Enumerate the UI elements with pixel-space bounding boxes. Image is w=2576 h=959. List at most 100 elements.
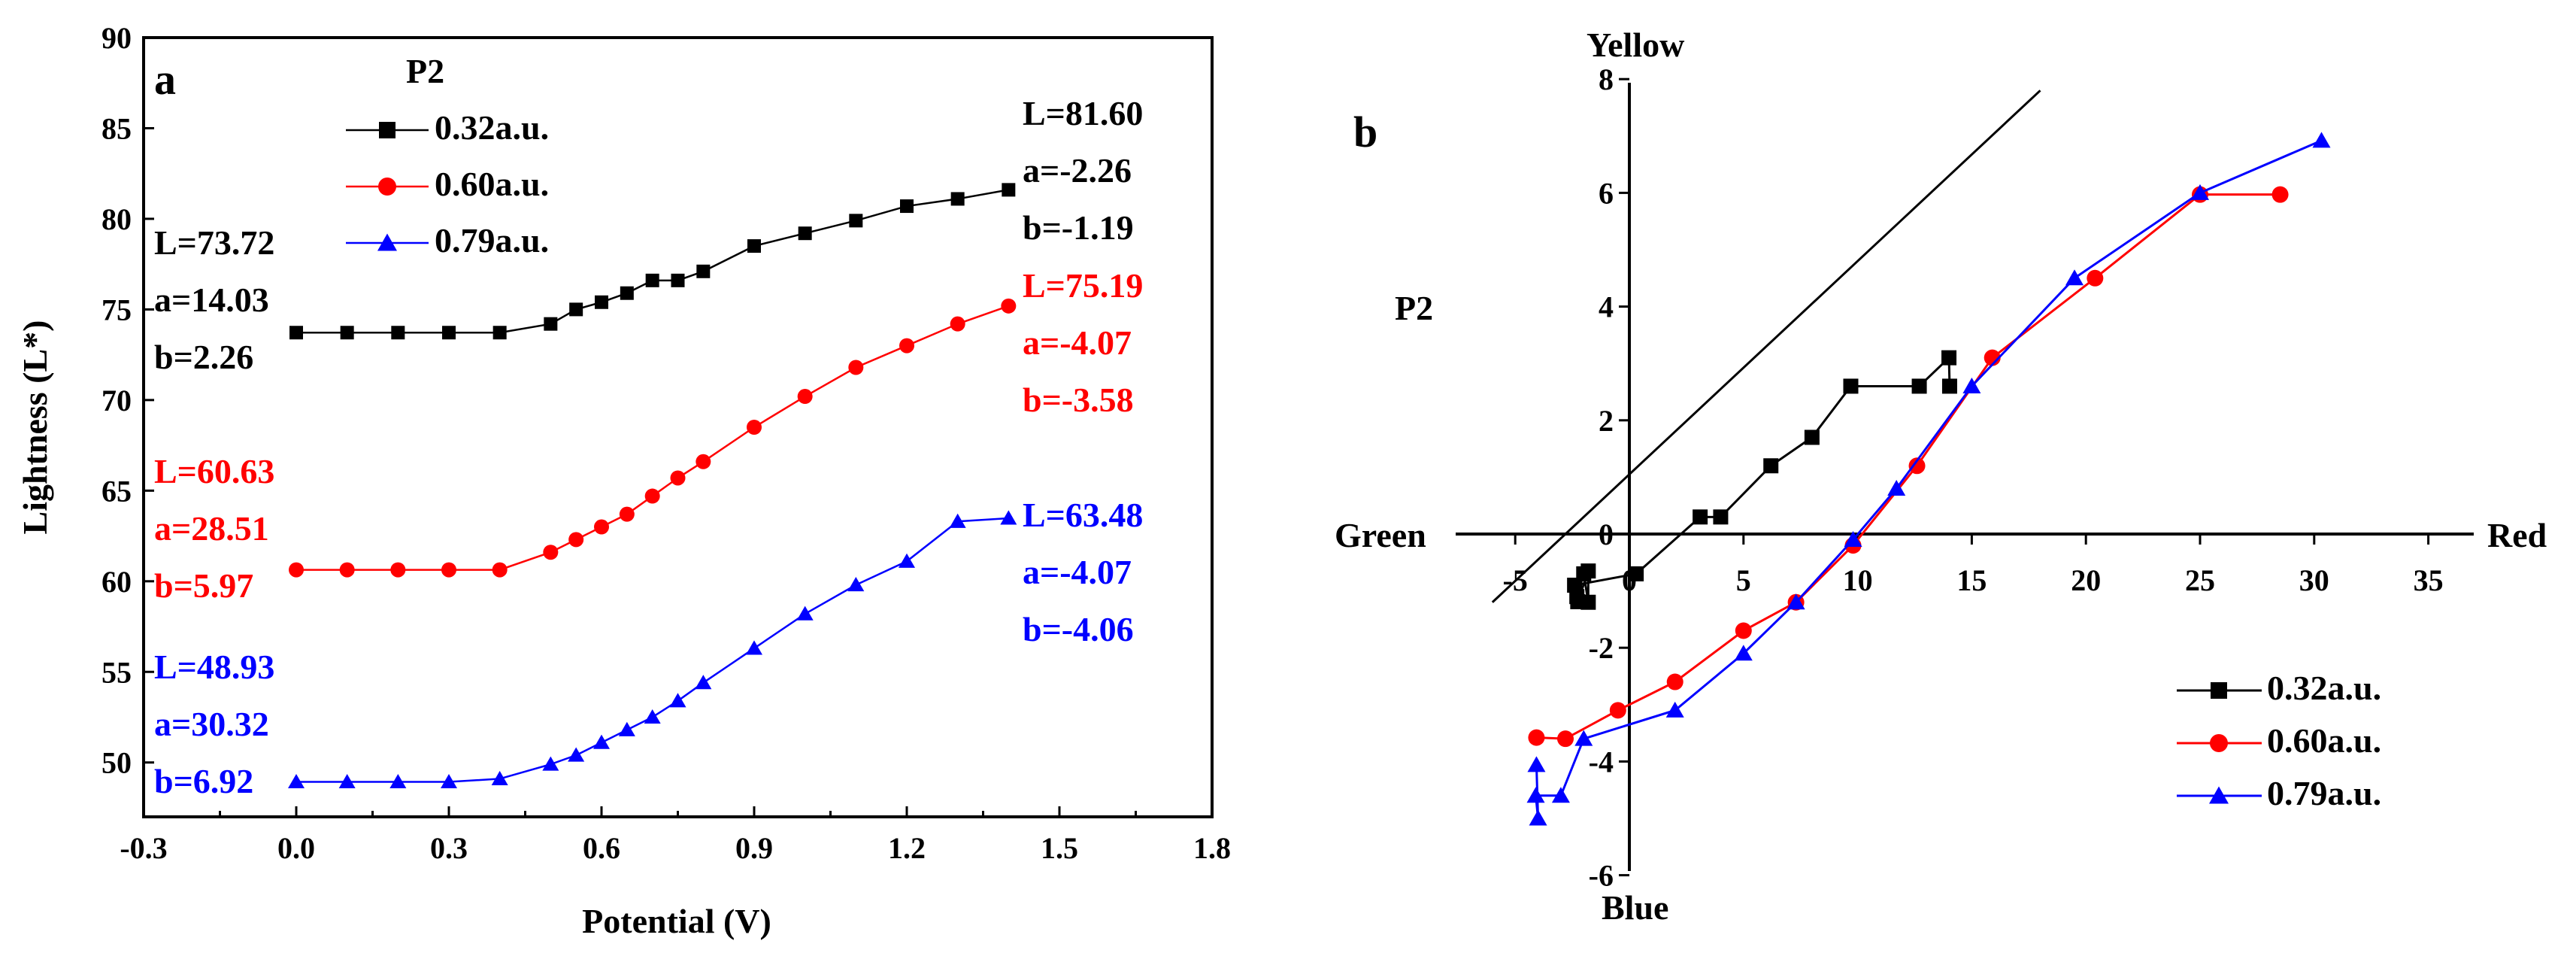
panel-b-axis-word-blue: Blue xyxy=(1602,888,1668,927)
panel-b-y-tick-label: -2 xyxy=(1589,631,1614,665)
panel-a-legend-label-1: 0.60a.u. xyxy=(435,165,549,203)
panel-a-series-2-point xyxy=(542,756,559,771)
panel-b-series-1-point xyxy=(2087,269,2104,287)
panel-a-annotation-4-line-2: b=6.92 xyxy=(154,762,253,800)
panel-a-series-1-point xyxy=(950,316,965,332)
panel-a-x-tick-label: 1.8 xyxy=(1193,831,1231,865)
panel-a-series-0-line xyxy=(296,189,1009,334)
panel-a-series-2-point xyxy=(644,709,661,724)
panel-b-x-tick-label: 35 xyxy=(2414,563,2444,597)
panel-b-series-1-point xyxy=(1984,349,2001,366)
panel-a-annotation-3-line-0: L=75.19 xyxy=(1023,266,1143,305)
panel-a-series-2-point xyxy=(746,640,762,655)
panel-a-legend-label-2: 0.79a.u. xyxy=(435,221,549,259)
panel-a-y-tick-label: 75 xyxy=(102,293,132,326)
panel-b-legend-marker-0 xyxy=(2211,682,2227,699)
panel-a-series-1-point xyxy=(696,454,711,469)
panel-b-y-tick-label: 0 xyxy=(1599,517,1614,551)
panel-a-legend-label-0: 0.32a.u. xyxy=(435,108,549,147)
panel-a-series-1-point xyxy=(568,532,584,548)
panel-b-series-2-point xyxy=(2312,132,2331,148)
panel-a-legend-marker-2 xyxy=(377,233,397,251)
panel-a-series-0-point xyxy=(569,302,583,317)
panel-b-x-tick-label: 5 xyxy=(1736,563,1751,597)
panel-b-series-0-point xyxy=(1843,378,1859,394)
panel-a-series-2-point xyxy=(618,721,635,736)
panel-a-series-0-point xyxy=(696,264,711,278)
panel-a-series-2-point xyxy=(949,513,966,528)
panel-b-series-2-point xyxy=(1526,787,1545,803)
panel-b-y-tick-label: 2 xyxy=(1599,404,1614,438)
panel-a-x-axis-label: Potential (V) xyxy=(582,902,771,940)
panel-b-y-tick-label: 8 xyxy=(1599,62,1614,96)
panel-a-series-1-point xyxy=(644,488,660,504)
panel-b-series-2-point xyxy=(1665,701,1684,718)
panel-a-series-2-point xyxy=(695,675,712,690)
panel-b-y-tick-label: 6 xyxy=(1599,176,1614,210)
panel-b-series-0-point xyxy=(1941,350,1957,366)
panel-a-series-1-point xyxy=(747,420,762,435)
panel-b-axis-word-green: Green xyxy=(1335,516,1426,554)
panel-b-series-0-point xyxy=(1629,566,1644,581)
panel-b-series-1-point xyxy=(1609,702,1626,719)
panel-a-annotation-2-line-0: L=60.63 xyxy=(154,452,274,490)
panel-b-series-2-point xyxy=(2191,184,2209,200)
panel-a-x-tick-label: 0.6 xyxy=(583,831,620,865)
panel-b-x-tick-label: 30 xyxy=(2299,563,2329,597)
panel-a-series-0-point xyxy=(442,326,456,340)
panel-b-series-2-point xyxy=(1574,730,1593,746)
panel-a-annotation-1-line-0: L=81.60 xyxy=(1023,94,1143,132)
panel-a-series-1-point xyxy=(1001,298,1017,314)
panel-a-legend-marker-1 xyxy=(378,178,396,196)
panel-b-series-1-point xyxy=(1666,673,1683,690)
panel-b-series-2-point xyxy=(1787,593,1805,610)
panel-a-series-0-point xyxy=(289,326,303,340)
panel-a-annotation-4-line-0: L=48.93 xyxy=(154,648,274,686)
panel-a-series-1-point xyxy=(289,562,304,578)
panel-b-x-tick-label: 25 xyxy=(2185,563,2215,597)
panel-b-diagonal-reference-line xyxy=(1491,90,2041,603)
panel-a-series-0-point xyxy=(798,226,812,241)
panel-a-label: a xyxy=(154,55,176,104)
panel-a-series-1-point xyxy=(619,506,635,522)
panel-a-series-0-point xyxy=(849,214,863,228)
panel-a-series-1-point xyxy=(339,562,355,578)
panel-b-legend-label-2: 0.79a.u. xyxy=(2267,774,2381,812)
panel-b-series-2-point xyxy=(1887,480,1906,496)
panel-a-series-2-point xyxy=(389,773,407,789)
panel-a-series-0-point xyxy=(544,317,558,331)
panel-a-y-axis-label: Lightness (L*) xyxy=(16,320,54,535)
panel-b-series-0-point xyxy=(1941,378,1957,394)
panel-a-annotation-5-line-0: L=63.48 xyxy=(1023,496,1143,534)
panel-b-series-2-point xyxy=(1529,809,1547,826)
panel-a-annotation-0-line-1: a=14.03 xyxy=(154,281,269,319)
panel-a-series-2-point xyxy=(338,773,356,789)
panel-b-series-2-point xyxy=(1551,787,1570,803)
panel-a-series-1-point xyxy=(594,519,609,535)
panel-a-y-tick-label: 60 xyxy=(102,565,132,599)
panel-a-series-2-point xyxy=(593,734,610,749)
panel-a-series-0-point xyxy=(1002,183,1016,197)
panel-b-legend-marker-1 xyxy=(2210,734,2228,752)
panel-a-annotation-4-line-1: a=30.32 xyxy=(154,705,269,743)
panel-a-series-0-point xyxy=(950,192,965,206)
panel-b-x-tick-label: 20 xyxy=(2071,563,2101,597)
panel-a-annotation-5-line-1: a=-4.07 xyxy=(1023,553,1132,591)
panel-a-annotation-2-line-2: b=5.97 xyxy=(154,566,253,605)
panel-b-series-1-point xyxy=(1908,457,1926,475)
panel-a-ticks: -0.3 0.0 0.3 0.6 0.9 1.2 1.5 1.8 50 55 60 65 70 75 80 8… xyxy=(102,21,1231,865)
panel-b-axis-word-red: Red xyxy=(2487,516,2547,554)
panel-a-y-tick-label: 90 xyxy=(102,21,132,55)
panel-b-series-1-point xyxy=(1735,622,1752,639)
panel-a-series-2-point xyxy=(288,773,305,789)
panel-b-legend: 0.32a.u. 0.60a.u. 0.79a.u. xyxy=(2177,669,2381,812)
panel-b-series xyxy=(1526,132,2331,826)
panel-b-series-0-point xyxy=(1576,566,1592,581)
panel-a-annotation-0-line-2: b=2.26 xyxy=(154,338,253,376)
panel-a-series-0-point xyxy=(595,295,608,309)
panel-b-series-0-point xyxy=(1569,589,1585,605)
panel-b-series-1-point xyxy=(2271,186,2289,203)
panel-b-legend-label-1: 0.60a.u. xyxy=(2267,721,2381,760)
panel-a-series-1-point xyxy=(390,562,406,578)
panel-a-series-0-point xyxy=(340,326,354,340)
